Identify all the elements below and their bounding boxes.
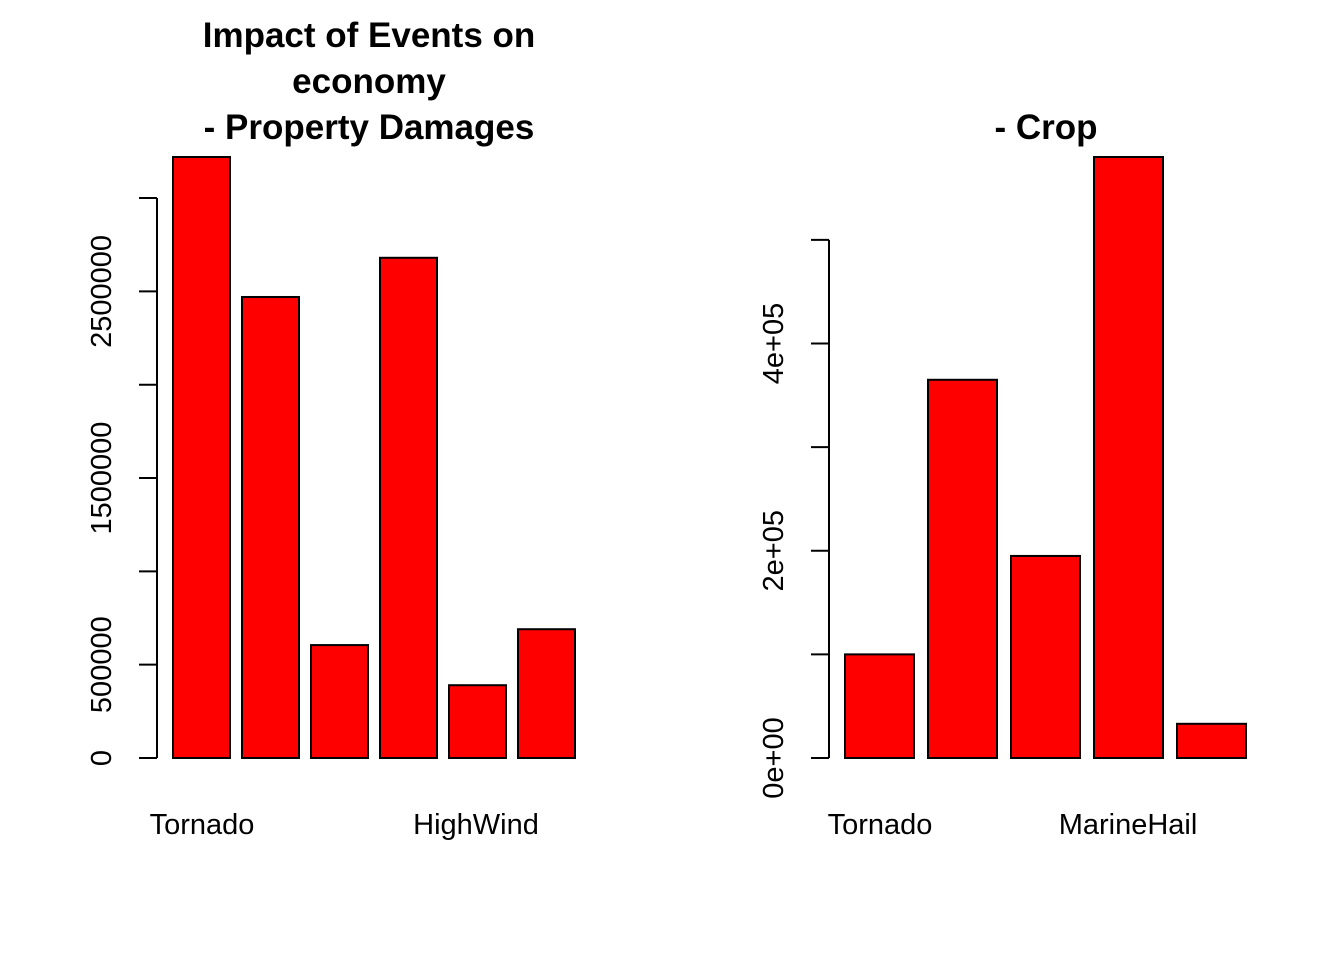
category-label: HighWind (413, 809, 539, 841)
bar (1176, 722, 1247, 760)
bar (310, 644, 369, 759)
bar (172, 156, 231, 759)
bar (379, 256, 438, 759)
chart-title-line: economy (292, 62, 446, 101)
y-tick-label: 0 (86, 750, 118, 766)
y-tick-label: 2500000 (86, 235, 118, 348)
bar (448, 684, 507, 759)
y-tick-label: 1500000 (86, 422, 118, 535)
bar (1010, 554, 1081, 759)
bar (241, 295, 300, 759)
property-damage-panel: Impact of Events on economy - Property Dam… (86, 16, 576, 841)
y-tick-label: 0e+00 (758, 717, 790, 798)
chart-title-line: Impact of Events on (203, 16, 536, 55)
bar (927, 378, 998, 759)
y-tick-label: 2e+05 (758, 510, 790, 591)
chart-title-line: - Property Damages (204, 108, 535, 147)
crop-damage-panel: - Crop 0e+00 2e+05 4e+05 Tornado MarineHail (758, 108, 1247, 841)
y-tick-label: 4e+05 (758, 303, 790, 384)
bar (517, 628, 576, 760)
category-label: Tornado (150, 809, 255, 841)
category-label: Tornado (828, 809, 933, 841)
y-tick-label: 500000 (86, 616, 118, 713)
bar (1093, 156, 1164, 759)
bar (844, 653, 915, 760)
category-label: MarineHail (1059, 809, 1198, 841)
chart-title-line: - Crop (994, 108, 1097, 147)
